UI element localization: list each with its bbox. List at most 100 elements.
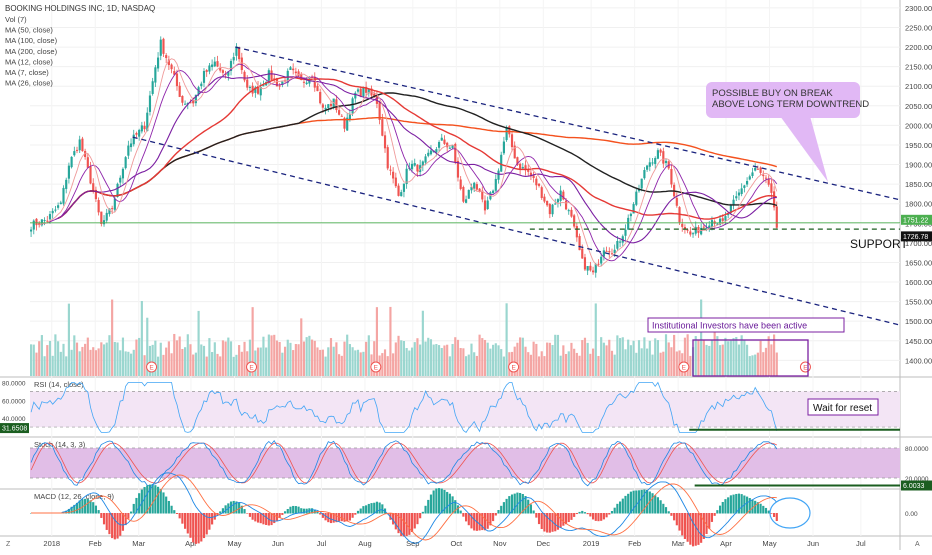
volume-bar: [265, 347, 268, 376]
macd-histogram-bar: [502, 502, 505, 514]
macd-histogram-bar: [686, 513, 689, 542]
candle-body: [654, 158, 657, 164]
macd-histogram-bar: [591, 513, 595, 520]
volume-bar: [737, 344, 741, 376]
price-tick-label: 1650.00: [905, 258, 932, 267]
candle-body: [486, 200, 489, 209]
volume-bar: [483, 339, 487, 376]
macd-histogram-bar: [505, 498, 508, 514]
macd-histogram-bar: [451, 496, 454, 514]
macd-histogram-bar: [346, 513, 349, 522]
price-tick-label: 1600.00: [905, 278, 932, 287]
volume-bar: [54, 334, 57, 376]
volume-bar: [659, 352, 662, 376]
macd-histogram-bar: [367, 503, 370, 514]
volume-bar: [97, 348, 100, 376]
earnings-marker-label: E: [682, 365, 687, 372]
volume-bar: [451, 343, 454, 376]
volume-bar: [602, 342, 605, 376]
macd-histogram-bar: [573, 513, 576, 517]
candle-body: [605, 250, 608, 252]
time-tick-label: Feb: [628, 539, 641, 548]
macd-histogram-bar: [748, 498, 751, 514]
institutional-label-box: [647, 317, 845, 333]
candle-body: [132, 134, 135, 145]
volume-bar: [494, 343, 497, 376]
candle-body: [329, 103, 333, 107]
volume-bar: [718, 345, 722, 376]
indicator-label: MA (12, close): [5, 57, 53, 66]
macd-histogram-bar: [175, 513, 179, 514]
macd-histogram-bar: [305, 508, 308, 514]
volume-bar: [465, 356, 468, 376]
macd-histogram-bar: [694, 513, 697, 546]
stoch-current-box: [901, 480, 932, 491]
price-tick-label: 2050.00: [905, 102, 932, 111]
price-tick-label: 2300.00: [905, 4, 932, 13]
volume-bar: [513, 346, 516, 376]
volume-bar: [292, 350, 295, 376]
candle-body: [686, 229, 689, 231]
volume-bar: [570, 342, 573, 376]
volume-bar: [437, 345, 441, 376]
volume-bar: [419, 344, 422, 376]
candle-body: [310, 76, 314, 79]
volume-bar: [111, 299, 114, 376]
macd-histogram-bar: [708, 513, 711, 529]
volume-bar: [735, 337, 738, 376]
macd-histogram-bar: [135, 497, 138, 514]
candle-body: [248, 86, 252, 88]
stoch-current-value: 6.0033: [903, 483, 925, 490]
volume-bar: [102, 344, 106, 376]
volume-bar: [189, 344, 192, 376]
volume-bar: [429, 339, 433, 376]
volume-bar: [313, 340, 316, 376]
macd-histogram-bar: [408, 513, 411, 535]
volume-bar: [619, 338, 622, 376]
macd-histogram-bar: [200, 513, 203, 542]
macd-histogram-bar: [716, 510, 719, 514]
volume-bar: [446, 344, 449, 376]
candle-body: [129, 143, 133, 148]
candle-body: [211, 64, 214, 68]
price-tick-label: 1800.00: [905, 200, 932, 209]
time-tick-label: Aug: [358, 539, 371, 548]
price-tick-label: 1500.00: [905, 317, 932, 326]
macd-histogram-bar: [75, 502, 79, 514]
candle-body: [43, 220, 46, 222]
macd-histogram-bar: [316, 511, 319, 514]
volume-bar: [537, 356, 541, 376]
macd-histogram-bar: [610, 511, 614, 514]
volume-bar: [454, 337, 457, 376]
volume-bar: [727, 341, 730, 376]
candle-body: [273, 78, 276, 80]
volume-bar: [424, 341, 427, 376]
macd-histogram-bar: [30, 513, 33, 514]
volume-bar: [146, 317, 149, 376]
trendline-lower-downtrend: [132, 136, 901, 326]
candle-body: [410, 163, 414, 170]
candle-body: [691, 233, 695, 235]
candle-body: [178, 85, 181, 97]
macd-histogram-bar: [564, 513, 568, 525]
macd-histogram-bar: [567, 513, 570, 523]
candle-body: [589, 265, 592, 271]
macd-histogram-bar: [727, 497, 730, 514]
rsi-current-value: 31.6508: [2, 426, 27, 433]
candle-body: [546, 200, 549, 206]
volume-bar: [443, 345, 446, 376]
macd-histogram-bar: [246, 513, 249, 514]
volume-bar: [81, 346, 84, 376]
volume-bar: [108, 335, 111, 376]
macd-histogram-bar: [159, 489, 162, 514]
macd-histogram-bar: [732, 494, 735, 514]
volume-bar: [432, 344, 435, 376]
macd-histogram-bar: [243, 509, 246, 514]
volume-bar: [397, 335, 400, 376]
volume-bar: [48, 340, 52, 376]
volume-bar: [127, 351, 130, 376]
volume-bar: [605, 345, 608, 376]
volume-bar: [670, 347, 673, 376]
macd-histogram-bar: [600, 513, 603, 521]
macd-histogram-bar: [562, 513, 565, 526]
